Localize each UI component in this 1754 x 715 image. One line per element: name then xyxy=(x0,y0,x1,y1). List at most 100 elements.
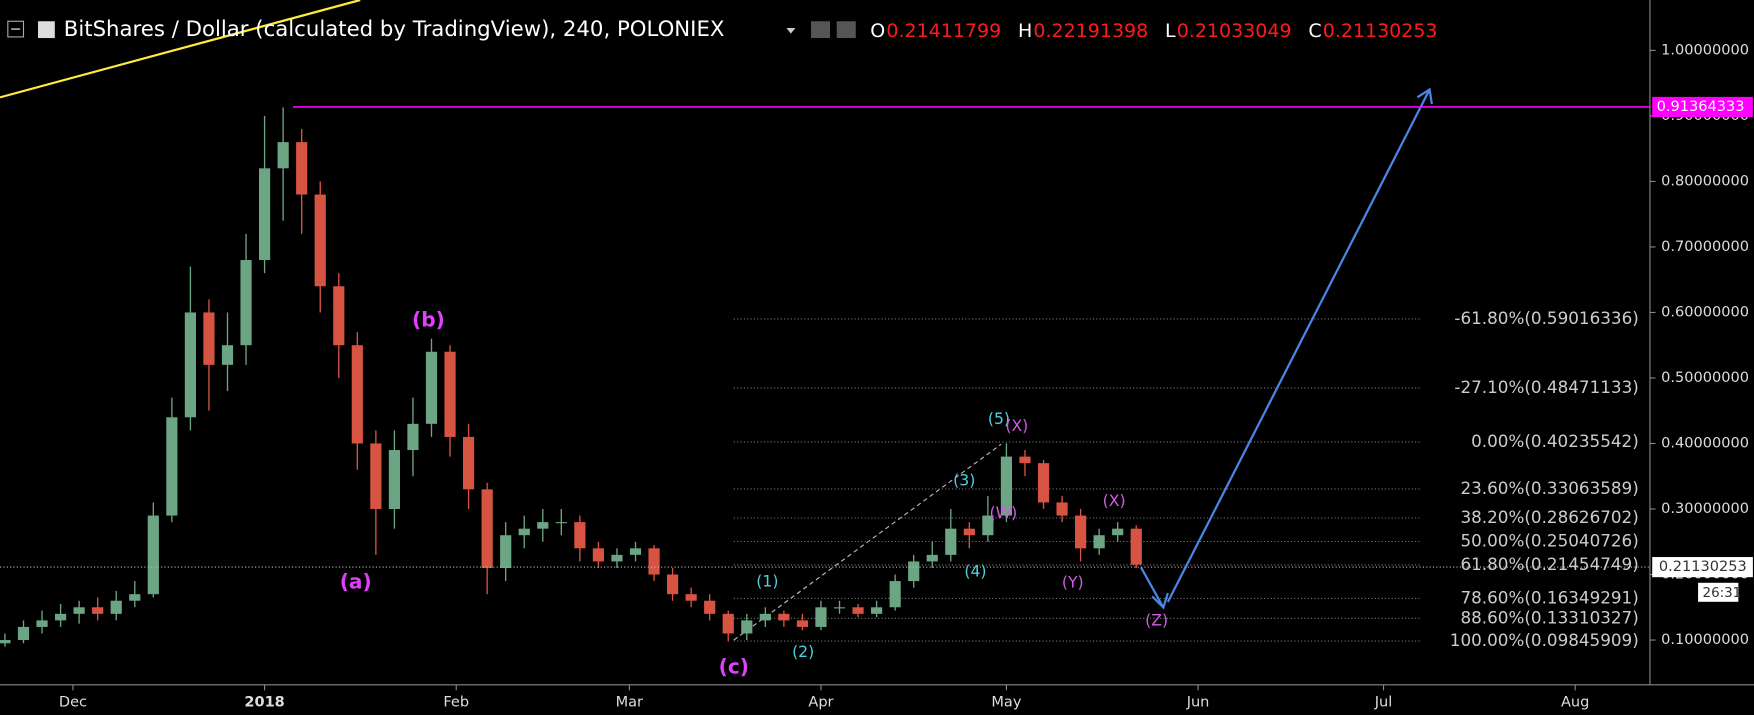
candle-body xyxy=(685,594,697,601)
candle-body xyxy=(741,620,753,634)
ohlc-value: 0.21411799 xyxy=(886,20,1001,42)
fib-level-label: -27.10%(0.48471133) xyxy=(1454,377,1638,397)
x-tick-label: Mar xyxy=(616,695,643,711)
candle-body xyxy=(871,607,883,614)
fib-level-label: 23.60%(0.33063589) xyxy=(1460,478,1638,498)
candle-body xyxy=(333,286,345,346)
candle-body xyxy=(1075,515,1087,549)
candle-body xyxy=(629,548,642,555)
settings-icon[interactable] xyxy=(836,21,856,39)
ohlc-value: 0.22191398 xyxy=(1033,20,1148,42)
candle-body xyxy=(444,351,456,437)
candle-body xyxy=(796,620,809,627)
fib-level-label: -61.80%(0.59016336) xyxy=(1454,308,1638,328)
x-tick-label: 2018 xyxy=(244,695,284,711)
fib-level-label: 78.60%(0.16349291) xyxy=(1460,587,1638,607)
last-price-label: 0.21130253 xyxy=(1659,559,1747,575)
dropdown-caret[interactable] xyxy=(786,27,796,34)
candle-body xyxy=(963,528,975,536)
countdown-label: 26:31 xyxy=(1703,586,1742,601)
candle-body xyxy=(722,613,734,634)
candle-body xyxy=(36,620,48,627)
wave-label: (a) xyxy=(340,569,372,593)
wave-label: (1) xyxy=(756,571,778,590)
candle-body xyxy=(296,142,308,195)
candle-body xyxy=(518,528,530,536)
candle-body xyxy=(370,443,382,510)
candle-body xyxy=(388,450,401,510)
countdown-box xyxy=(1698,582,1739,602)
wave-label: (X) xyxy=(1103,491,1126,510)
candle-body xyxy=(1112,528,1124,536)
ohlc-key: H xyxy=(1018,20,1032,42)
candle-body xyxy=(425,351,438,424)
wave-label: (4) xyxy=(964,561,986,580)
candle-body xyxy=(481,489,493,568)
candle-body xyxy=(537,522,549,529)
candle-body xyxy=(17,626,30,641)
candle-body xyxy=(500,535,512,568)
y-tick-label: 0.40000000 xyxy=(1661,435,1749,451)
candle-body xyxy=(833,607,846,609)
candle-body xyxy=(203,312,215,365)
candle-body xyxy=(759,613,771,621)
projection-arrow-down xyxy=(1140,566,1165,609)
y-tick-label: 1.00000000 xyxy=(1661,42,1749,58)
wave-label: (Z) xyxy=(1145,611,1168,630)
x-tick-label: Dec xyxy=(59,695,87,711)
wave-label: (3) xyxy=(953,471,975,490)
candle-body xyxy=(54,613,67,621)
candle-body xyxy=(73,607,85,614)
wave-label: (Y) xyxy=(1062,572,1084,591)
eye-icon[interactable] xyxy=(811,21,831,39)
candle-body xyxy=(704,600,716,614)
fib-layer: -61.80%(0.59016336) -27.10%(0.48471133) 0.… xyxy=(733,308,1639,650)
candle-body xyxy=(778,613,790,621)
fib-level-label: 38.20%(0.28626702) xyxy=(1460,507,1638,527)
candle-body xyxy=(889,581,901,608)
candle-body xyxy=(407,423,419,451)
ohlc-value: 0.21130253 xyxy=(1323,20,1438,42)
candle-body xyxy=(945,528,957,555)
arrow-head xyxy=(1416,87,1433,105)
ohlc-key: C xyxy=(1308,20,1321,42)
arrow-head xyxy=(1151,592,1169,610)
candle-body xyxy=(926,554,938,562)
candle-body xyxy=(852,607,864,614)
candle-body xyxy=(0,640,11,644)
candle-body xyxy=(611,554,623,562)
candle-body xyxy=(184,312,196,418)
candle-body xyxy=(1000,456,1013,516)
candle-body xyxy=(982,515,994,536)
candle-body xyxy=(277,142,289,169)
y-tick-label: 0.80000000 xyxy=(1661,173,1749,189)
fib-level-label: 100.00%(0.09845909) xyxy=(1450,630,1639,650)
fib-level-label: 0.00%(0.40235542) xyxy=(1471,431,1639,451)
x-tick-label: Jun xyxy=(1186,695,1210,711)
fib-level-label: 88.60%(0.13310327) xyxy=(1460,607,1638,627)
wave-label: (X) xyxy=(1005,416,1028,435)
candle-body xyxy=(1056,502,1068,516)
symbol-title: BitShares / Dollar (calculated by Tradin… xyxy=(64,17,725,42)
candle-body xyxy=(555,522,567,524)
fib-level-label: 50.00%(0.25040726) xyxy=(1460,530,1638,550)
candle-layer xyxy=(0,107,1142,647)
x-tick-label: Feb xyxy=(443,695,469,711)
candle-body xyxy=(351,345,363,444)
flag-icon xyxy=(38,21,55,39)
collapse-icon[interactable] xyxy=(7,20,25,38)
wave-label: (5) xyxy=(988,409,1010,428)
x-tick-label: Apr xyxy=(808,695,833,711)
ohlc-key: L xyxy=(1165,20,1176,42)
candle-body xyxy=(667,574,679,595)
candle-body xyxy=(166,417,178,516)
candle-body xyxy=(92,607,104,614)
candle-body xyxy=(815,607,827,627)
axis-layer: 0.100000000.200000000.300000000.40000000… xyxy=(0,42,1753,711)
candle-body xyxy=(258,168,271,261)
ohlc-readout: O 0.21411799 H 0.22191398 L 0.21033049 C 0.2113… xyxy=(870,20,1437,42)
resistance-label-box xyxy=(1652,96,1753,118)
candle-body xyxy=(147,515,159,595)
y-tick-label: 0.30000000 xyxy=(1661,501,1749,517)
